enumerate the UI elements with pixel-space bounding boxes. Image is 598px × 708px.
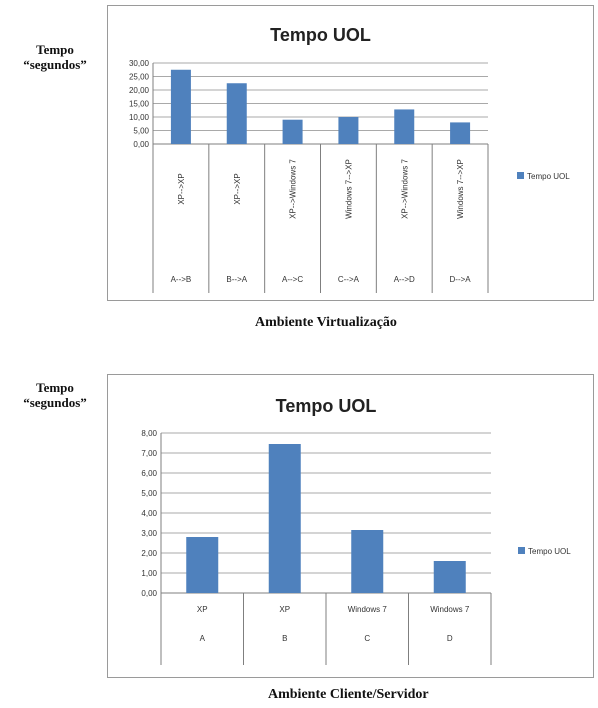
bar <box>351 530 384 593</box>
side-label-line2: “segundos” <box>23 57 87 72</box>
y-tick-label: 30,00 <box>129 59 150 68</box>
y-tick-label: 15,00 <box>129 100 150 109</box>
bar <box>186 537 219 593</box>
y-tick-label: 5,00 <box>141 489 157 498</box>
x-group-label: A-->B <box>171 275 192 284</box>
x-group-label: D <box>447 634 453 643</box>
y-tick-label: 0,00 <box>141 589 157 598</box>
legend-label: Tempo UOL <box>528 547 571 556</box>
y-tick-label: 2,00 <box>141 549 157 558</box>
bar <box>226 83 247 144</box>
legend-swatch <box>518 547 525 554</box>
x-group-label: C-->A <box>338 275 360 284</box>
y-tick-label: 0,00 <box>133 140 149 149</box>
chart-2: Tempo UOL 0,00 1,00 2,00 3,00 4,00 5,00 6,00 7,0… <box>141 396 571 665</box>
bar <box>450 122 471 144</box>
x-category-label: XP-->Windows 7 <box>400 159 409 219</box>
y-tick-label: 5,00 <box>133 127 149 136</box>
x-group-label: A-->C <box>282 275 303 284</box>
bar <box>394 109 415 144</box>
y-tick-label: 20,00 <box>129 86 150 95</box>
legend-swatch <box>517 172 524 179</box>
y-axis-side-label-1: Tempo “segundos” <box>10 42 100 72</box>
bar <box>170 69 191 144</box>
y-tick-label: 1,00 <box>141 569 157 578</box>
side-label-line2: “segundos” <box>23 395 87 410</box>
chart-title: Tempo UOL <box>270 25 371 45</box>
y-tick-label: 3,00 <box>141 529 157 538</box>
bar <box>338 117 359 144</box>
x-group-label: A-->D <box>394 275 415 284</box>
y-tick-label: 7,00 <box>141 449 157 458</box>
chart-frame-2: Tempo UOL 0,00 1,00 2,00 3,00 4,00 5,00 6,00 7,0… <box>107 374 594 678</box>
x-category-label: Windows 7 <box>348 605 388 614</box>
chart-frame-1: Tempo UOL 0,00 5,00 10,00 15,00 20,00 25,00 30,… <box>107 5 594 301</box>
y-tick-label: 8,00 <box>141 429 157 438</box>
y-tick-label: 10,00 <box>129 113 150 122</box>
y-tick-label: 25,00 <box>129 73 150 82</box>
y-tick-label: 4,00 <box>141 509 157 518</box>
y-axis-side-label-2: Tempo “segundos” <box>10 380 100 410</box>
x-category-label: XP-->Windows 7 <box>289 159 298 219</box>
y-tick-label: 6,00 <box>141 469 157 478</box>
x-group-label: D-->A <box>450 275 472 284</box>
x-group-label: C <box>364 634 370 643</box>
x-category-label: XP-->XP <box>233 173 242 204</box>
x-group-label: B <box>282 634 287 643</box>
x-category-label: XP-->XP <box>177 173 186 204</box>
x-group-label: A <box>200 634 206 643</box>
chart-title: Tempo UOL <box>276 396 377 416</box>
bar <box>282 119 303 144</box>
chart-1: Tempo UOL 0,00 5,00 10,00 15,00 20,00 25,00 30,… <box>129 25 570 293</box>
legend-label: Tempo UOL <box>527 172 570 181</box>
bar <box>268 444 301 593</box>
chart-caption-2: Ambiente Cliente/Servidor <box>268 687 429 702</box>
chart-caption-1: Ambiente Virtualização <box>255 315 397 330</box>
side-label-line1: Tempo <box>36 42 74 57</box>
bar <box>433 561 466 593</box>
x-category-label: Windows 7-->XP <box>456 159 465 219</box>
x-category-label: XP <box>197 605 208 614</box>
x-category-label: Windows 7-->XP <box>344 159 353 219</box>
x-group-label: B-->A <box>226 275 247 284</box>
side-label-line1: Tempo <box>36 380 74 395</box>
x-category-label: Windows 7 <box>430 605 470 614</box>
x-category-label: XP <box>279 605 290 614</box>
